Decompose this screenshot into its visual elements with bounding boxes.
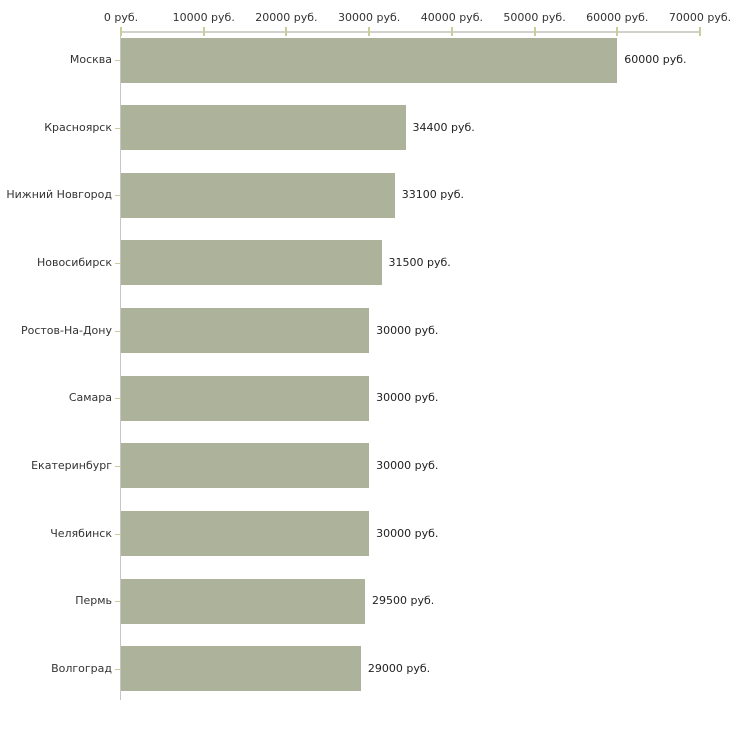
- value-label: 30000 руб.: [376, 391, 439, 405]
- x-tick-mark: [699, 27, 701, 36]
- value-label: 29000 руб.: [367, 661, 431, 675]
- x-tick-label: 20000 руб.: [255, 11, 318, 24]
- x-tick-label: 50000 руб.: [503, 11, 566, 24]
- bar: [121, 443, 370, 489]
- bar: [121, 37, 618, 83]
- y-axis-line: [120, 31, 121, 700]
- value-label: 34400 руб.: [412, 120, 475, 134]
- bar: [121, 308, 370, 354]
- category-label: Пермь: [75, 594, 112, 608]
- x-tick-label: 10000 руб.: [172, 11, 235, 24]
- value-label: 30000 руб.: [376, 458, 439, 472]
- value-label: 29500 руб.: [372, 594, 435, 608]
- y-tick-mark: [115, 262, 120, 264]
- category-label: Новосибирск: [36, 255, 112, 269]
- value-label: 33100 руб.: [401, 188, 465, 202]
- x-tick-label: 70000 руб.: [668, 11, 730, 24]
- x-tick-label: 0 руб.: [103, 11, 139, 24]
- y-tick-mark: [115, 330, 120, 332]
- category-label: Ростов-На-Дону: [20, 323, 112, 337]
- x-tick-label: 30000 руб.: [338, 11, 401, 24]
- x-tick-mark: [368, 27, 371, 36]
- bar: [121, 105, 406, 151]
- x-tick-mark: [285, 27, 288, 36]
- bar: [121, 646, 361, 692]
- category-label: Волгоград: [51, 661, 112, 675]
- x-tick-mark: [202, 27, 205, 36]
- value-label: 30000 руб.: [376, 526, 439, 540]
- category-label: Челябинск: [50, 526, 112, 540]
- category-label: Екатеринбург: [31, 458, 112, 472]
- y-tick-mark: [115, 127, 120, 129]
- bar: [121, 172, 395, 218]
- y-tick-mark: [115, 60, 120, 61]
- y-tick-mark: [115, 195, 120, 197]
- value-label: 31500 руб.: [388, 255, 451, 269]
- x-tick-mark: [450, 27, 453, 36]
- y-tick-mark: [115, 398, 120, 400]
- category-label: Самара: [68, 391, 112, 405]
- x-tick-mark: [120, 27, 122, 36]
- x-axis-line: [121, 31, 701, 33]
- y-tick-mark: [115, 465, 120, 467]
- bar: [121, 578, 365, 624]
- value-label: 30000 руб.: [376, 323, 439, 337]
- y-tick-mark: [115, 533, 120, 535]
- bar: [121, 511, 370, 557]
- x-tick-mark: [616, 27, 619, 36]
- x-tick-mark: [533, 27, 536, 36]
- category-label: Нижний Новгород: [6, 188, 112, 202]
- category-label: Красноярск: [44, 120, 112, 134]
- bar: [121, 240, 382, 286]
- category-label: Москва: [69, 53, 112, 66]
- y-tick-mark: [115, 668, 120, 670]
- y-tick-mark: [115, 601, 120, 603]
- bar: [121, 375, 370, 421]
- x-tick-label: 40000 руб.: [420, 11, 483, 24]
- x-tick-label: 60000 руб.: [586, 11, 649, 24]
- value-label: 60000 руб.: [624, 53, 687, 66]
